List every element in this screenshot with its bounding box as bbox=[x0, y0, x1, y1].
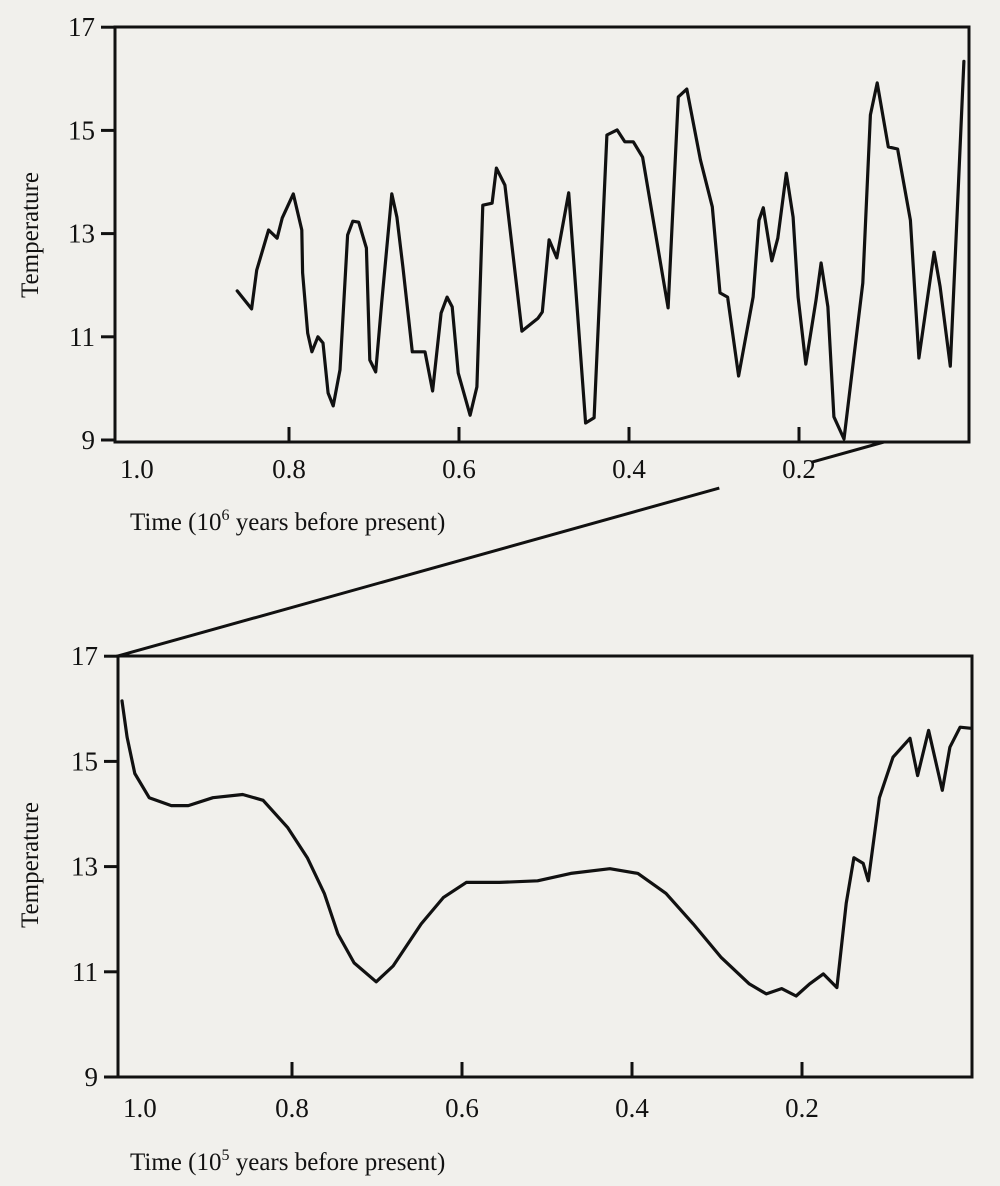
y-tick-label: 15 bbox=[68, 115, 95, 145]
x-axis-title-exponent: 6 bbox=[221, 507, 229, 524]
x-axis-title-exponent: 5 bbox=[221, 1147, 229, 1164]
y-tick-label: 17 bbox=[71, 641, 98, 671]
x-tick-label: 1.0 bbox=[120, 454, 154, 484]
zoom-connector bbox=[117, 440, 885, 658]
y-tick-label: 9 bbox=[85, 1062, 99, 1092]
x-tick-label: 0.8 bbox=[272, 454, 306, 484]
x-tick-label: 0.2 bbox=[782, 454, 816, 484]
plot-frame bbox=[113, 25, 971, 444]
y-tick-label: 15 bbox=[71, 746, 98, 776]
x-tick-label: 0.4 bbox=[615, 1093, 649, 1123]
zoom-connector-line bbox=[810, 440, 885, 464]
plot-frame bbox=[116, 654, 974, 1079]
zoom-connector-line bbox=[117, 486, 720, 658]
x-tick-label: 0.8 bbox=[275, 1093, 309, 1123]
y-axis-title: Temperature bbox=[17, 172, 44, 298]
x-tick-label: 0.6 bbox=[445, 1093, 479, 1123]
x-axis-title: Time (105 years before present) bbox=[130, 1147, 445, 1176]
bottom-chart-hundred-thousand-years: Temperature Time (105 years before prese… bbox=[17, 641, 974, 1176]
x-tick-label: 1.0 bbox=[123, 1093, 157, 1123]
x-tick-label: 0.6 bbox=[442, 454, 476, 484]
y-tick-label: 13 bbox=[68, 219, 95, 249]
y-tick-label: 9 bbox=[82, 425, 96, 455]
y-tick-label: 11 bbox=[72, 957, 98, 987]
temperature-line bbox=[120, 699, 973, 998]
y-axis-title: Temperature bbox=[17, 802, 44, 928]
temperature-line bbox=[235, 59, 966, 441]
y-tick-label: 13 bbox=[71, 852, 98, 882]
top-chart-million-years: Temperature Time (106 years before prese… bbox=[17, 12, 971, 536]
y-tick-label: 17 bbox=[68, 12, 95, 42]
y-tick-label: 11 bbox=[69, 322, 95, 352]
x-tick-label: 0.2 bbox=[785, 1093, 819, 1123]
x-axis-title: Time (106 years before present) bbox=[130, 507, 445, 536]
x-tick-label: 0.4 bbox=[612, 454, 646, 484]
